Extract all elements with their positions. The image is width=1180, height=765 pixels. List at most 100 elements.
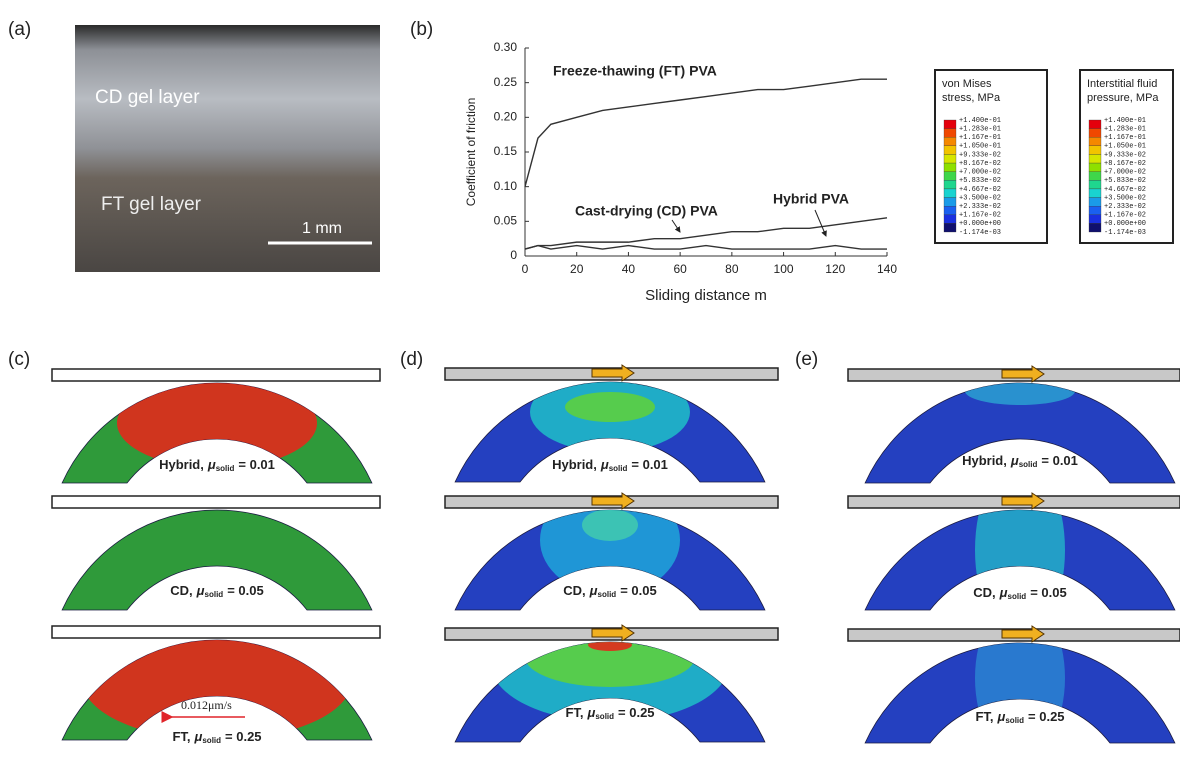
stress-region — [582, 510, 638, 541]
legend-swatch — [1088, 119, 1102, 129]
case-caption: CD, μsolid = 0.05 — [973, 585, 1066, 601]
slide-arrow — [1001, 625, 1045, 643]
case-name: Hybrid, — [552, 457, 597, 472]
series-line — [524, 78, 887, 187]
legend-swatch — [1088, 145, 1102, 155]
legend-label: +7.000e-02 — [1104, 169, 1146, 177]
panel-label: (e) — [795, 349, 818, 370]
y-tick-label: 0.20 — [494, 110, 518, 124]
friction-subscript: solid — [216, 464, 235, 473]
slide-arrow — [1001, 492, 1045, 510]
platen — [51, 625, 381, 639]
legend-label: +3.500e-02 — [1104, 194, 1146, 202]
panel-label: (c) — [8, 349, 30, 370]
x-tick-label: 140 — [877, 262, 897, 276]
legend-label: +2.333e-02 — [1104, 203, 1146, 211]
friction-symbol: μ — [196, 583, 205, 598]
case-name: Hybrid, — [159, 457, 204, 472]
platen — [51, 495, 381, 509]
legend-label: +1.283e-01 — [959, 125, 1001, 133]
friction-subscript: solid — [202, 736, 221, 745]
friction-symbol: μ — [997, 709, 1006, 724]
case-caption: FT, μsolid = 0.25 — [565, 705, 654, 721]
x-tick-label: 40 — [622, 262, 636, 276]
y-tick-label: 0.25 — [494, 75, 518, 89]
legend-swatch — [1088, 128, 1102, 138]
case-caption: Hybrid, μsolid = 0.01 — [159, 457, 275, 473]
stress-region — [588, 642, 632, 651]
legend-label: +3.500e-02 — [959, 194, 1001, 202]
friction-symbol: μ — [600, 457, 609, 472]
friction-subscript: solid — [595, 712, 614, 721]
flow-label: 0.012μm/s — [181, 698, 232, 712]
case-name: CD, — [563, 583, 585, 598]
series-line — [524, 244, 887, 250]
legend-swatch — [943, 197, 957, 207]
legend-label: +9.333e-02 — [1104, 151, 1146, 159]
friction-value: = 0.25 — [618, 705, 655, 720]
legend-label: +5.833e-02 — [1104, 177, 1146, 185]
legend-label: +1.167e-02 — [959, 212, 1001, 220]
case-caption: Hybrid, μsolid = 0.01 — [552, 457, 668, 473]
legend-label: -1.174e-03 — [959, 229, 1001, 237]
cartilage-model — [61, 509, 373, 611]
series-line — [524, 217, 888, 250]
x-tick-label: 100 — [774, 262, 794, 276]
x-tick-label: 20 — [570, 262, 584, 276]
annotation-arrow — [671, 219, 681, 233]
legend-label: +1.167e-02 — [1104, 212, 1146, 220]
friction-value: = 0.25 — [1028, 709, 1065, 724]
x-tick-label: 0 — [522, 262, 529, 276]
legend-swatch — [1088, 180, 1102, 190]
friction-subscript: solid — [598, 590, 617, 599]
series-annotation: Cast-drying (CD) PVA — [575, 203, 718, 219]
legend-swatch — [943, 188, 957, 198]
y-tick-label: 0.30 — [494, 40, 518, 54]
legend-label: +8.167e-02 — [959, 160, 1001, 168]
photo-label: CD gel layer — [95, 87, 200, 108]
legend-swatch — [943, 145, 957, 155]
legend-label: +4.667e-02 — [959, 186, 1001, 194]
legend-swatch — [1088, 162, 1102, 172]
stress-region — [117, 383, 317, 468]
stress-field — [975, 643, 1065, 743]
photo-label: FT gel layer — [101, 194, 202, 215]
legend-swatch — [1088, 223, 1102, 233]
legend-label: +1.400e-01 — [1104, 117, 1146, 125]
case-name: FT, — [975, 709, 993, 724]
case-name: CD, — [170, 583, 192, 598]
friction-value: = 0.25 — [225, 729, 262, 744]
legend-swatch — [1088, 214, 1102, 224]
legend-label: +0.000e+00 — [959, 220, 1001, 228]
stress-field — [530, 382, 690, 452]
friction-value: = 0.05 — [1030, 585, 1067, 600]
x-tick-label: 120 — [825, 262, 845, 276]
friction-symbol: μ — [207, 457, 216, 472]
legend-title: von Mises — [942, 78, 992, 90]
legend-label: +7.000e-02 — [959, 169, 1001, 177]
legend-label: +0.000e+00 — [1104, 220, 1146, 228]
y-tick-label: 0 — [510, 248, 517, 262]
friction-value: = 0.05 — [620, 583, 657, 598]
series-annotation: Hybrid PVA — [773, 191, 849, 207]
friction-symbol: μ — [589, 583, 598, 598]
friction-subscript: solid — [1005, 716, 1024, 725]
platen — [51, 368, 381, 382]
annotation-arrow — [814, 209, 827, 237]
panel-label: (b) — [410, 19, 433, 40]
legend-swatch — [943, 171, 957, 181]
photo — [75, 25, 380, 272]
panel-label: (d) — [400, 349, 423, 370]
case-name: Hybrid, — [962, 453, 1007, 468]
legend-swatch — [1088, 154, 1102, 164]
stress-region — [975, 643, 1065, 743]
legend-label: +1.400e-01 — [959, 117, 1001, 125]
slide-arrow — [1001, 365, 1045, 383]
slide-arrow — [591, 492, 635, 510]
legend-swatch — [943, 137, 957, 146]
legend-label: +1.283e-01 — [1104, 125, 1146, 133]
stress-field — [490, 642, 730, 722]
legend-swatch — [1088, 206, 1102, 215]
legend-swatch — [1088, 197, 1102, 207]
